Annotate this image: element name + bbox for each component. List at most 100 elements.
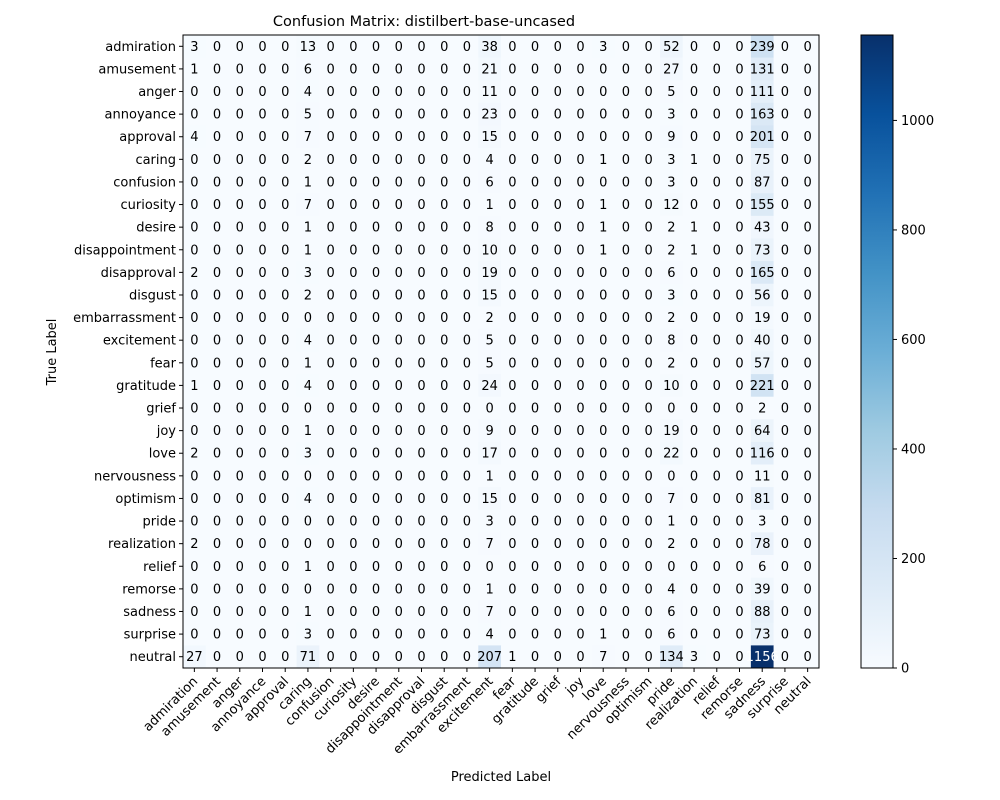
cell-value-label: 0 — [213, 40, 221, 55]
cell-value-label: 221 — [750, 379, 775, 394]
heatmap-cell — [205, 215, 229, 239]
cell-value-label: 7 — [667, 492, 675, 507]
cell-value-label: 0 — [417, 243, 425, 258]
heatmap-cell — [546, 306, 570, 330]
heatmap-cell — [364, 396, 388, 420]
cell-value-label: 0 — [622, 515, 630, 530]
cell-value-label: 0 — [645, 379, 653, 394]
cell-value-label: 0 — [645, 221, 653, 236]
cell-value-label: 0 — [781, 469, 789, 484]
cell-value-label: 19 — [663, 424, 680, 439]
heatmap-cell — [319, 622, 343, 646]
cell-value-label: 0 — [690, 85, 698, 100]
colorbar-tick-label: 0 — [901, 662, 909, 677]
heatmap-cell — [455, 509, 479, 533]
heatmap-cell — [682, 102, 706, 126]
cell-value-label: 0 — [804, 515, 812, 530]
heatmap-cell — [705, 80, 729, 104]
heatmap-cell — [501, 283, 525, 307]
heatmap-cell — [569, 261, 593, 285]
heatmap-cell — [728, 102, 752, 126]
heatmap-cell — [569, 125, 593, 149]
cell-value-label: 0 — [372, 424, 380, 439]
heatmap-cell — [523, 35, 547, 59]
heatmap-cell — [637, 645, 661, 669]
cell-value-label: 0 — [576, 469, 584, 484]
cell-value-label: 0 — [236, 40, 244, 55]
heatmap-cell — [251, 102, 275, 126]
heatmap-cell — [546, 645, 570, 669]
heatmap-cell — [591, 351, 615, 375]
cell-value-label: 0 — [281, 537, 289, 552]
heatmap-cell — [478, 487, 502, 511]
heatmap-cell — [569, 600, 593, 624]
cell-value-label: 0 — [281, 130, 289, 145]
heatmap-cell — [183, 57, 207, 81]
cell-value-label: 0 — [440, 560, 448, 575]
heatmap-cell — [660, 102, 684, 126]
heatmap-cell — [614, 532, 638, 556]
cell-value-label: 0 — [713, 650, 721, 665]
heatmap-cells — [183, 35, 820, 669]
heatmap-cell — [546, 487, 570, 511]
heatmap-cell — [796, 215, 820, 239]
heatmap-cell — [773, 193, 797, 217]
heatmap-cell — [705, 35, 729, 59]
cell-value-label: 0 — [190, 221, 198, 236]
heatmap-cell — [455, 283, 479, 307]
cell-value-label: 0 — [463, 356, 471, 371]
cell-value-label: 0 — [667, 560, 675, 575]
heatmap-cell — [183, 554, 207, 578]
chart-title: Confusion Matrix: distilbert-base-uncase… — [273, 14, 575, 30]
cell-value-label: 0 — [372, 108, 380, 123]
cell-value-label: 0 — [645, 560, 653, 575]
heatmap-cell — [728, 57, 752, 81]
cell-value-label: 0 — [213, 560, 221, 575]
heatmap-cell — [501, 306, 525, 330]
cell-value-label: 0 — [440, 628, 448, 643]
heatmap-cell — [455, 148, 479, 172]
heatmap-cell — [183, 238, 207, 262]
cell-value-label: 0 — [213, 153, 221, 168]
heatmap-cell — [410, 374, 434, 398]
heatmap-cell — [682, 261, 706, 285]
cell-value-label: 7 — [599, 650, 607, 665]
heatmap-cell — [569, 374, 593, 398]
heatmap-cell — [591, 125, 615, 149]
heatmap-cell — [569, 328, 593, 352]
heatmap-cell — [410, 238, 434, 262]
heatmap-cell — [183, 215, 207, 239]
heatmap-cell — [523, 509, 547, 533]
heatmap-cell — [637, 125, 661, 149]
y-tick-label: admiration — [105, 40, 176, 55]
cell-value-label: 0 — [417, 62, 425, 77]
heatmap-cell — [251, 125, 275, 149]
heatmap-cell — [455, 464, 479, 488]
cell-value-label: 2 — [190, 447, 198, 462]
heatmap-cell — [319, 57, 343, 81]
cell-value-label: 0 — [463, 628, 471, 643]
heatmap-cell — [478, 193, 502, 217]
cell-value-label: 0 — [576, 402, 584, 417]
heatmap-cell — [432, 577, 456, 601]
cell-value-label: 0 — [599, 311, 607, 326]
cell-value-label: 0 — [781, 356, 789, 371]
cell-value-label: 0 — [690, 311, 698, 326]
heatmap-cell — [205, 57, 229, 81]
cell-value-label: 0 — [645, 311, 653, 326]
x-axis-ticks: admirationamusementangerannoyanceapprova… — [141, 668, 814, 758]
heatmap-cell — [523, 57, 547, 81]
cell-value-label: 1 — [304, 356, 312, 371]
heatmap-cell — [251, 170, 275, 194]
cell-value-label: 0 — [258, 62, 266, 77]
heatmap-cell — [251, 215, 275, 239]
cell-value-label: 0 — [463, 85, 471, 100]
cell-value-label: 0 — [622, 605, 630, 620]
heatmap-cell — [251, 600, 275, 624]
cell-value-label: 0 — [554, 650, 562, 665]
heatmap-cell — [410, 622, 434, 646]
cell-value-label: 0 — [622, 40, 630, 55]
cell-value-label: 0 — [463, 108, 471, 123]
heatmap-cell — [705, 170, 729, 194]
cell-value-label: 0 — [645, 424, 653, 439]
